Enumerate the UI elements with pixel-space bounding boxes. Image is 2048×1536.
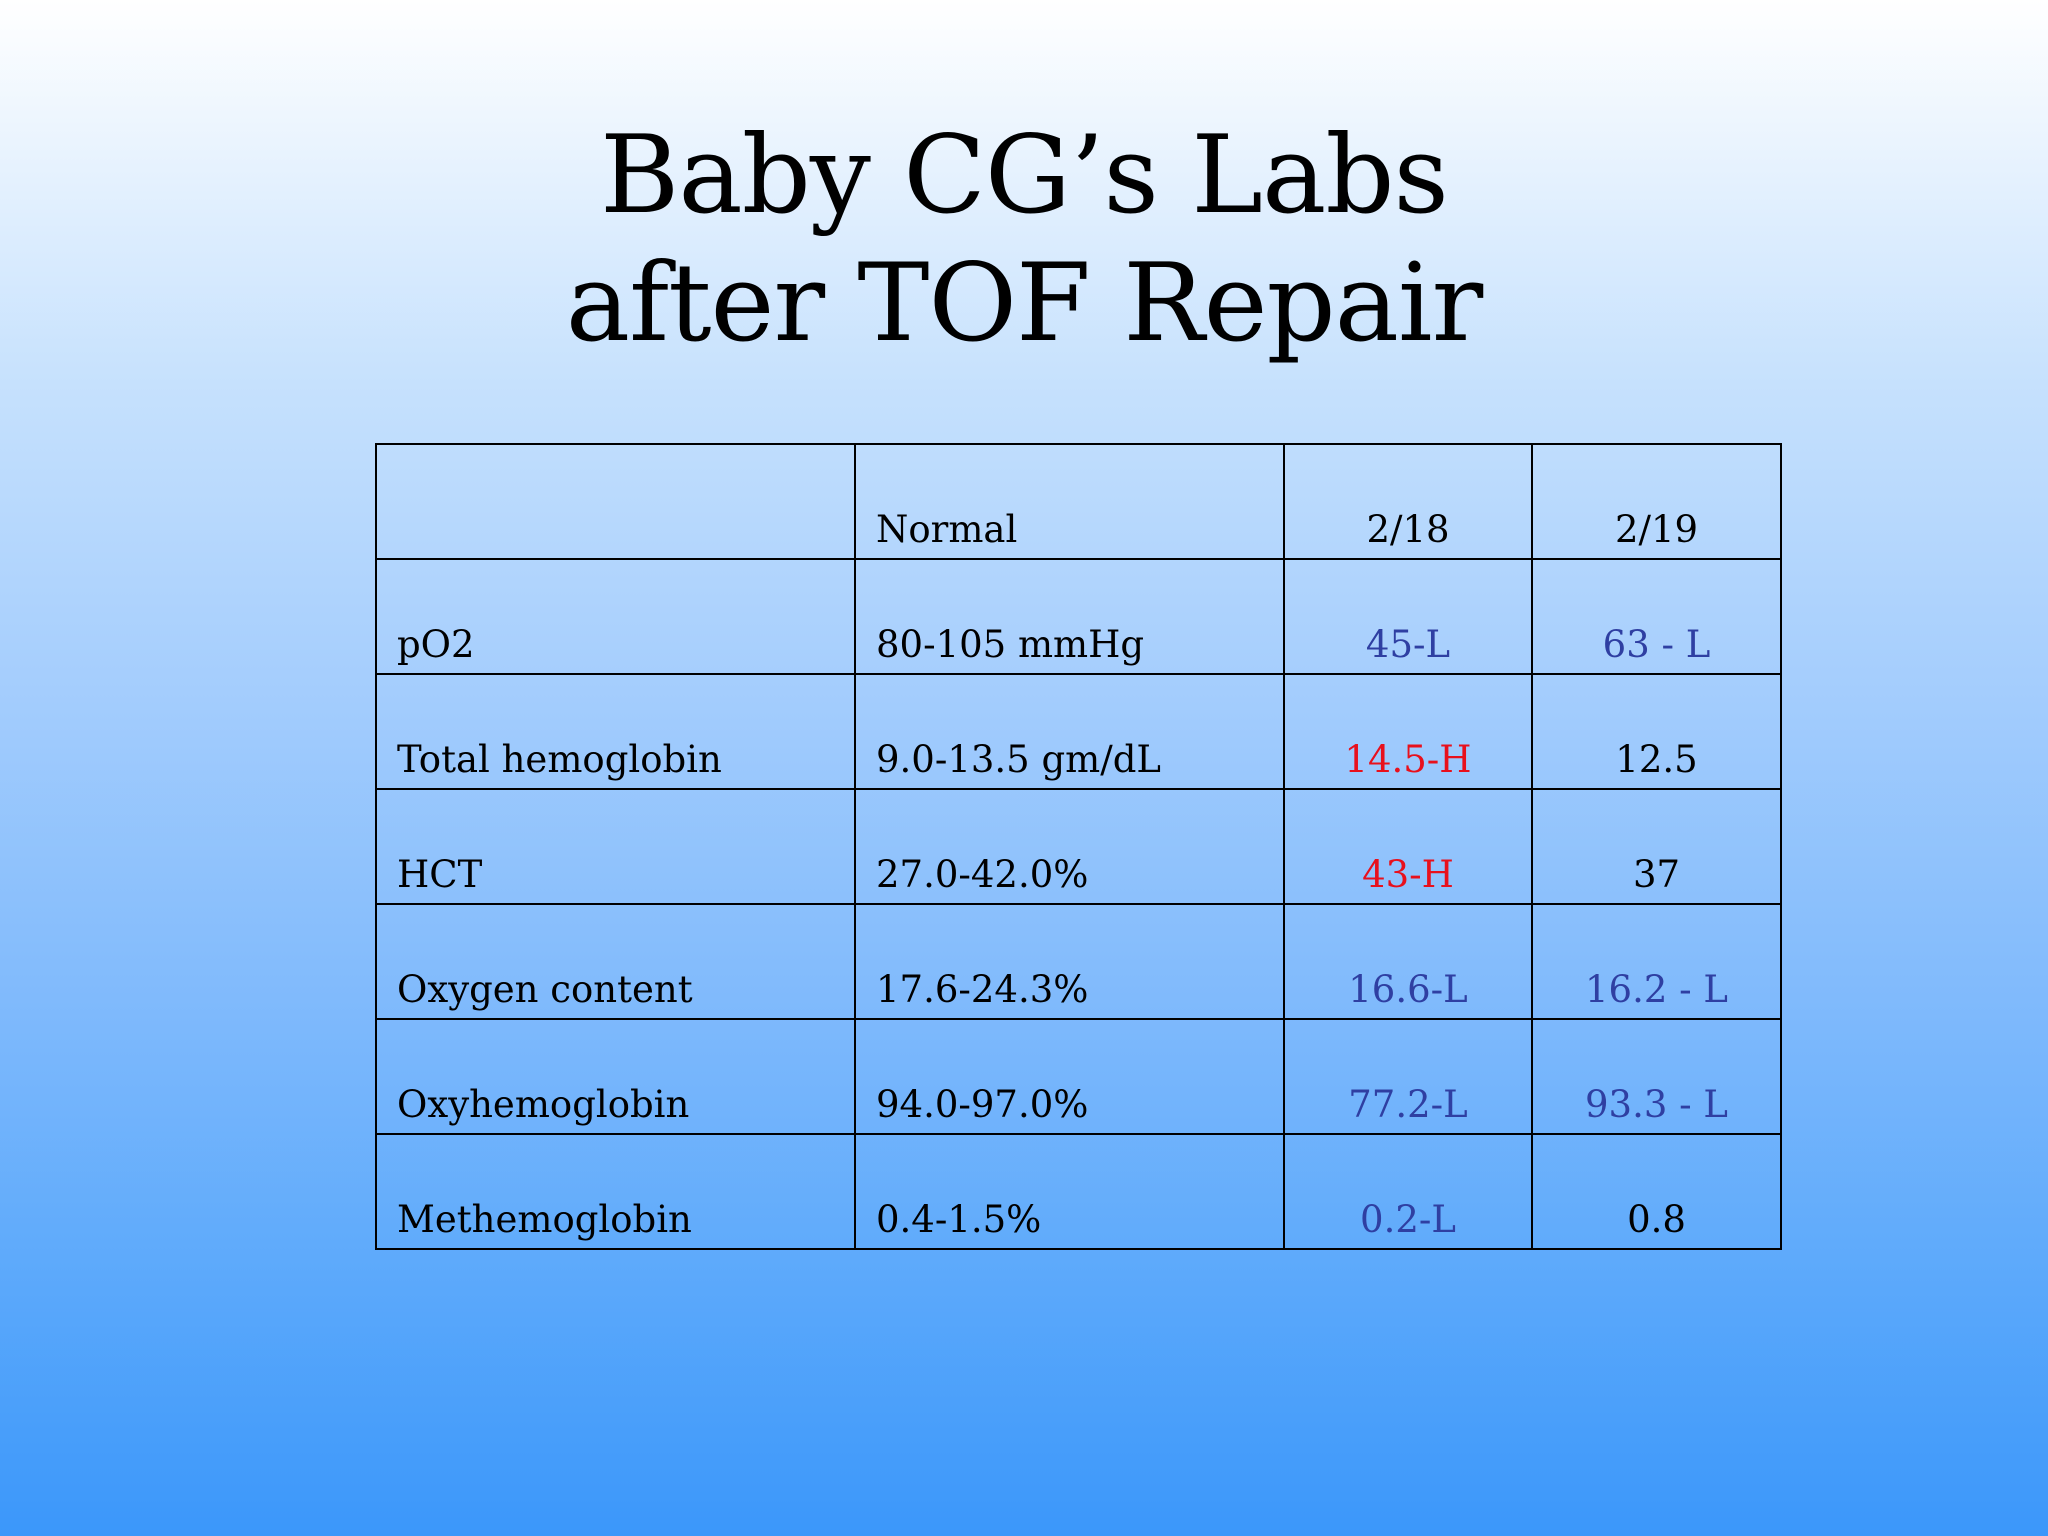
normal-range-cell: 80-105 mmHg — [854, 558, 1285, 675]
result-cell-date-2: 63 - L — [1531, 558, 1782, 675]
result-cell-date-1: 0.2-L — [1283, 1133, 1533, 1250]
normal-range-cell: 27.0-42.0% — [854, 788, 1285, 905]
result-cell-date-2: 93.3 - L — [1531, 1018, 1782, 1135]
test-name-cell: Total hemoglobin — [375, 673, 856, 790]
lab-results-table: Normal 2/18 2/19 pO2 80-105 mmHg 45-L 63… — [375, 443, 1782, 1250]
result-cell-date-1: 45-L — [1283, 558, 1533, 675]
slide-title-line-2: after TOF Repair — [565, 241, 1483, 366]
slide-title-line-1: Baby CG’s Labs — [600, 113, 1449, 238]
result-cell-date-2: 0.8 — [1531, 1133, 1782, 1250]
result-cell-date-1: 16.6-L — [1283, 903, 1533, 1020]
test-name-cell: Methemoglobin — [375, 1133, 856, 1250]
test-name-cell: Oxyhemoglobin — [375, 1018, 856, 1135]
result-cell-date-2: 12.5 — [1531, 673, 1782, 790]
table-row: Total hemoglobin 9.0-13.5 gm/dL 14.5-H 1… — [375, 673, 1782, 790]
header-cell-date-1: 2/18 — [1283, 443, 1533, 560]
test-name-cell: Oxygen content — [375, 903, 856, 1020]
normal-range-cell: 94.0-97.0% — [854, 1018, 1285, 1135]
table-row: Oxyhemoglobin 94.0-97.0% 77.2-L 93.3 - L — [375, 1018, 1782, 1135]
result-cell-date-2: 37 — [1531, 788, 1782, 905]
table-header-row: Normal 2/18 2/19 — [375, 443, 1782, 560]
table-row: Oxygen content 17.6-24.3% 16.6-L 16.2 - … — [375, 903, 1782, 1020]
result-cell-date-1: 43-H — [1283, 788, 1533, 905]
normal-range-cell: 17.6-24.3% — [854, 903, 1285, 1020]
normal-range-cell: 9.0-13.5 gm/dL — [854, 673, 1285, 790]
result-cell-date-1: 14.5-H — [1283, 673, 1533, 790]
header-cell-test — [375, 443, 856, 560]
test-name-cell: pO2 — [375, 558, 856, 675]
header-cell-normal: Normal — [854, 443, 1285, 560]
header-cell-date-2: 2/19 — [1531, 443, 1782, 560]
result-cell-date-2: 16.2 - L — [1531, 903, 1782, 1020]
normal-range-cell: 0.4-1.5% — [854, 1133, 1285, 1250]
result-cell-date-1: 77.2-L — [1283, 1018, 1533, 1135]
slide-title: Baby CG’s Labs after TOF Repair — [0, 112, 2048, 368]
table-row: Methemoglobin 0.4-1.5% 0.2-L 0.8 — [375, 1133, 1782, 1250]
table-row: pO2 80-105 mmHg 45-L 63 - L — [375, 558, 1782, 675]
table-row: HCT 27.0-42.0% 43-H 37 — [375, 788, 1782, 905]
test-name-cell: HCT — [375, 788, 856, 905]
